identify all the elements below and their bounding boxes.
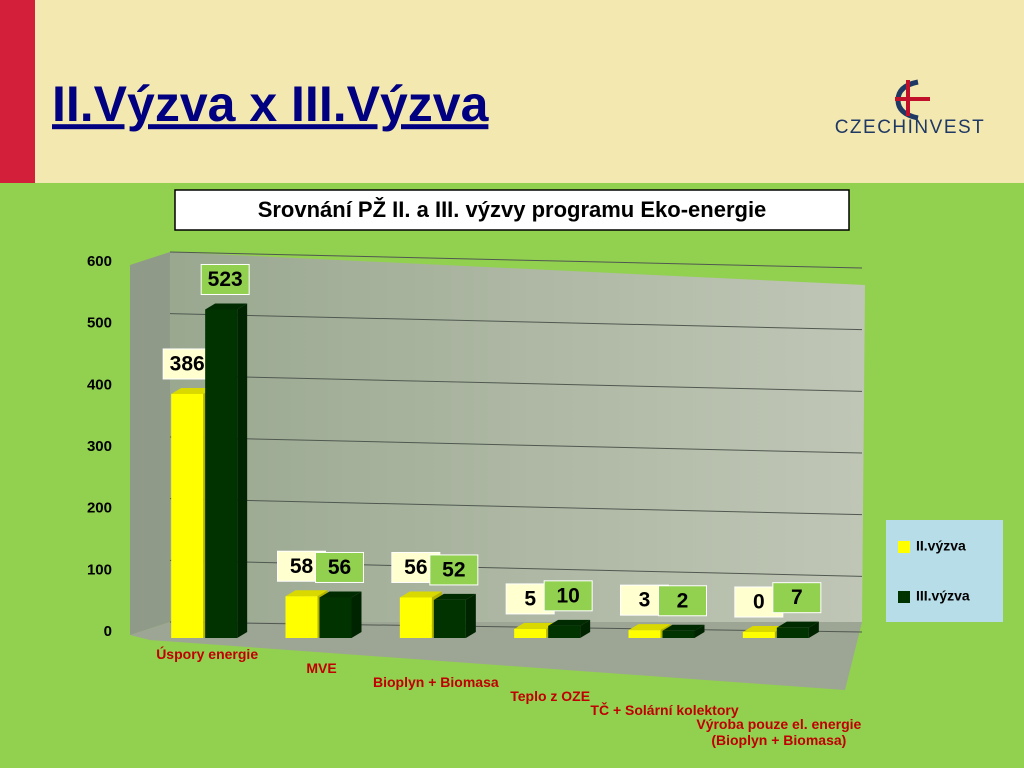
value-label: 56 xyxy=(404,556,427,579)
bar-side xyxy=(237,303,248,638)
y-tick-label: 600 xyxy=(87,253,112,270)
bar-side xyxy=(808,621,819,638)
value-label-box xyxy=(543,580,593,612)
bar xyxy=(433,599,466,638)
x-tick-label: Výroba pouze el. energie (Bioplyn + Biom… xyxy=(696,716,862,748)
logo-emblem xyxy=(895,79,930,121)
value-label: 5 xyxy=(524,587,536,610)
bar-side xyxy=(465,593,476,638)
legend-box xyxy=(886,520,1003,622)
y-tick-label: 400 xyxy=(87,376,112,393)
legend-label: II.výzva xyxy=(916,538,966,554)
bar-top xyxy=(319,591,362,598)
bar-top xyxy=(514,622,557,629)
bar xyxy=(628,630,661,638)
value-label: 56 xyxy=(328,556,351,579)
x-tick-label: Bioplyn + Biomasa xyxy=(373,674,499,690)
back-wall xyxy=(170,252,865,622)
floor xyxy=(130,622,862,690)
value-label-box xyxy=(315,551,364,583)
legend-swatch xyxy=(898,541,910,553)
bar-side xyxy=(694,624,705,638)
value-label: 7 xyxy=(791,586,803,609)
x-tick-label: Úspory energie xyxy=(156,646,259,662)
accent-stripe xyxy=(0,0,35,183)
bar-top xyxy=(548,619,591,626)
chart-title: Srovnání PŽ II. a III. výzvy programu Ek… xyxy=(258,197,767,222)
bar xyxy=(285,596,318,638)
bar-top xyxy=(776,621,819,628)
legend-swatch xyxy=(898,591,910,603)
bar xyxy=(514,628,547,638)
logo-text: CZECHINVEST xyxy=(835,117,986,138)
bar-top xyxy=(628,624,671,631)
value-label: 10 xyxy=(556,584,579,607)
value-label-box xyxy=(658,585,707,617)
bar xyxy=(742,632,775,638)
header-band xyxy=(0,0,1024,183)
value-label: 523 xyxy=(208,268,243,291)
bar xyxy=(205,309,238,638)
value-label: 2 xyxy=(677,589,689,612)
y-tick-label: 500 xyxy=(87,315,112,332)
y-tick-label: 300 xyxy=(87,438,112,455)
y-tick-label: 0 xyxy=(104,623,112,640)
y-tick-label: 200 xyxy=(87,500,112,517)
value-label-box xyxy=(772,582,822,614)
value-label-box xyxy=(162,348,212,380)
bar xyxy=(662,630,695,638)
grid-line xyxy=(169,436,863,454)
legend-label: III.výzva xyxy=(916,588,970,604)
y-tick-label: 100 xyxy=(87,561,112,578)
bar-top xyxy=(399,591,442,598)
grid-line xyxy=(169,374,863,392)
grid-line xyxy=(169,251,863,269)
x-tick-label: TČ + Solární kolektory xyxy=(590,702,739,718)
bar-top xyxy=(662,624,705,631)
chart-title-box xyxy=(174,189,850,231)
grid-line xyxy=(169,313,863,331)
grid-line xyxy=(169,498,863,516)
bar xyxy=(399,597,432,638)
x-tick-label: Teplo z OZE xyxy=(510,688,591,704)
bar-top xyxy=(285,590,328,597)
slide-title: II.Výzva x III.Výzva xyxy=(52,76,490,132)
value-label: 58 xyxy=(290,555,314,578)
value-label: 0 xyxy=(753,591,765,614)
bar-top xyxy=(433,593,476,600)
value-label: 3 xyxy=(639,589,651,612)
bar xyxy=(548,625,581,638)
bar-top xyxy=(205,303,248,310)
x-tick-label: MVE xyxy=(306,660,337,676)
bar-side xyxy=(351,591,362,638)
bar xyxy=(776,627,809,638)
bar-top xyxy=(171,387,214,394)
value-label-box xyxy=(200,263,250,295)
value-label-box xyxy=(429,554,479,586)
value-label: 386 xyxy=(170,353,205,376)
bar xyxy=(319,597,352,638)
bar-top xyxy=(742,626,785,632)
value-label: 52 xyxy=(442,558,465,581)
side-wall xyxy=(130,252,170,635)
bar xyxy=(171,393,204,638)
bar-side xyxy=(580,619,591,638)
